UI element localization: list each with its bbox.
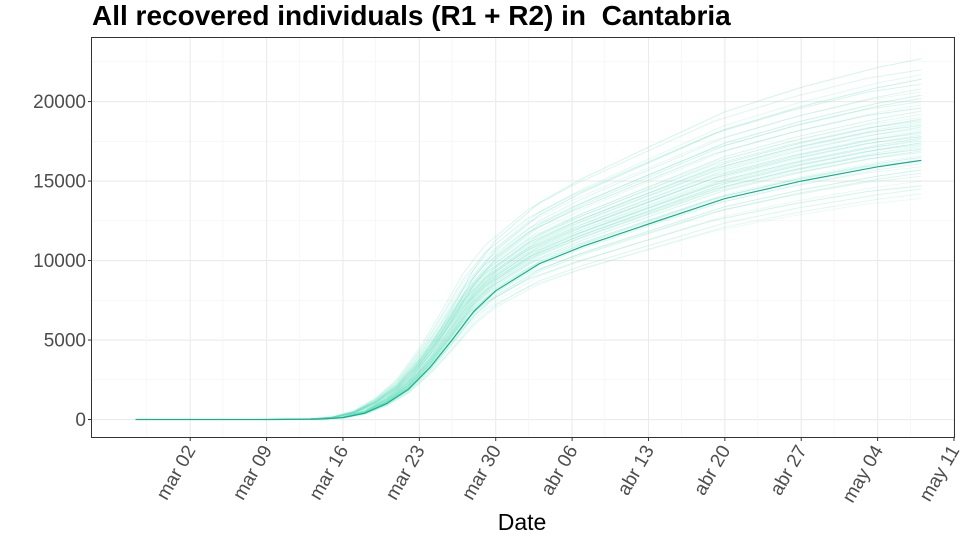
x-tick-label: mar 16 (306, 442, 354, 504)
x-tick-label: mar 23 (382, 442, 430, 504)
y-tick-label: 15000 (33, 172, 86, 193)
main-series-group (135, 159, 922, 421)
x-tick-label: may 04 (839, 442, 889, 507)
ensemble-line (135, 159, 922, 420)
ensemble-line (135, 83, 922, 420)
ensemble-line (135, 166, 922, 420)
ensemble-line (135, 69, 922, 420)
ensemble-line (135, 120, 922, 420)
x-tick-label: abr 13 (614, 442, 659, 499)
y-tick-label: 0 (75, 410, 86, 431)
ensemble-line (135, 128, 922, 420)
ensemble-line (135, 132, 922, 420)
ensemble-line (135, 124, 922, 420)
y-tick-label: 10000 (33, 251, 86, 272)
ensemble-line (135, 136, 922, 420)
x-tick-label: abr 06 (537, 442, 582, 499)
x-tick-label: abr 20 (690, 442, 735, 499)
x-axis-title: Date (498, 509, 547, 535)
ensemble-line (135, 117, 922, 420)
x-tick-label: mar 09 (229, 442, 277, 504)
ensemble-line (135, 140, 922, 420)
x-axis: mar 02 mar 09 mar 16 mar 23 mar 30 abr 06 abr … (153, 437, 960, 506)
ensemble-line (135, 101, 922, 420)
ensemble-line (135, 107, 922, 420)
x-tick-label: mar 30 (458, 442, 506, 504)
x-tick-label: mar 02 (153, 442, 201, 504)
y-tick-label: 20000 (33, 92, 86, 113)
ensemble-line (135, 152, 922, 420)
x-tick-label: may 11 (916, 442, 960, 505)
y-axis: 0 5000 10000 15000 20000 (33, 92, 92, 431)
x-tick-label: abr 27 (766, 442, 811, 499)
plot-panel-border (91, 37, 955, 438)
chart-title: All recovered individuals (R1 + R2) in C… (92, 0, 731, 31)
ensemble-line (135, 148, 922, 420)
ensemble-line (135, 144, 922, 420)
ensemble-line (135, 58, 922, 420)
ensemble-line (135, 91, 922, 420)
y-tick-label: 5000 (44, 331, 86, 352)
main-series-line (135, 159, 922, 421)
